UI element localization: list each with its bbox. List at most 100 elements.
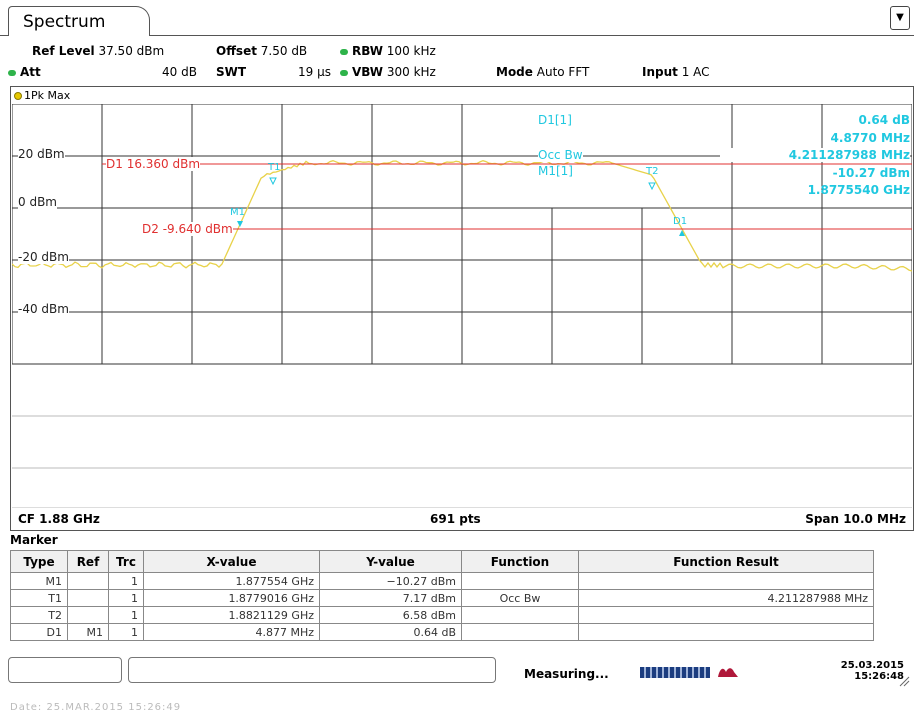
- vbw-setting[interactable]: VBW 300 kHz: [340, 65, 436, 79]
- plot-grid: [12, 104, 912, 508]
- readout-d1-value: 0.64 dB: [858, 113, 910, 127]
- vbw-value: 300 kHz: [386, 65, 436, 79]
- col-ref: Ref: [67, 550, 109, 573]
- d1-line-label: D1 16.360 dBm: [106, 157, 201, 171]
- marker-d1-label: D1: [673, 216, 687, 227]
- y-label-minus40dbm: -40 dBm: [18, 302, 69, 316]
- spectrum-graph[interactable]: T1 T2 M1 D1: [12, 104, 912, 508]
- rbw-setting[interactable]: RBW 100 kHz: [340, 44, 436, 58]
- table-cell: M1: [67, 623, 109, 641]
- input-setting[interactable]: Input 1 AC: [642, 65, 710, 79]
- offset-setting[interactable]: Offset 7.50 dB: [216, 44, 307, 58]
- table-cell: 6.58 dBm: [319, 606, 462, 624]
- rbw-status-icon: [340, 48, 348, 55]
- readout-d1-name: D1[1]: [538, 113, 572, 127]
- rs-logo-icon: [716, 664, 740, 678]
- marker-table: Type Ref Trc X-value Y-value Function Fu…: [10, 550, 874, 641]
- d2-line-label: D2 -9.640 dBm: [142, 222, 233, 236]
- marker-m1-icon: [237, 221, 243, 227]
- mode-label: Mode: [496, 65, 533, 79]
- table-cell: [578, 606, 874, 624]
- table-row[interactable]: D1 M1 1 4.877 MHz 0.64 dB: [10, 623, 874, 641]
- col-function-result: Function Result: [578, 550, 874, 573]
- readout-occbw-value: 4.211287988 MHz: [720, 148, 910, 162]
- tab-divider: [0, 35, 914, 36]
- ref-level-value: 37.50 dBm: [98, 44, 165, 58]
- table-cell: T2: [10, 606, 68, 624]
- table-cell: 1.877554 GHz: [143, 572, 320, 590]
- table-row[interactable]: M1 1 1.877554 GHz −10.27 dBm: [10, 572, 874, 590]
- table-cell: M1: [10, 572, 68, 590]
- table-cell: [461, 606, 579, 624]
- status-field-left[interactable]: [8, 657, 122, 683]
- marker-t1[interactable]: T1: [267, 162, 280, 186]
- input-label: Input: [642, 65, 678, 79]
- table-cell: D1: [10, 623, 68, 641]
- status-date: 25.03.2015: [840, 660, 904, 671]
- readout-occbw-name: Occ Bw: [538, 148, 583, 162]
- resize-grip-icon[interactable]: [898, 672, 910, 687]
- marker-t1-label: T1: [267, 162, 280, 173]
- att-status-icon: [8, 69, 16, 76]
- marker-t1-icon: [269, 177, 277, 186]
- trace-indicator[interactable]: 1Pk Max: [14, 89, 70, 102]
- marker-d1[interactable]: D1: [673, 216, 687, 236]
- readout-m1-freq: 1.8775540 GHz: [807, 183, 910, 197]
- table-row[interactable]: T1 1 1.8779016 GHz 7.17 dBm Occ Bw 4.21128798…: [10, 589, 874, 607]
- tab-spectrum[interactable]: Spectrum: [8, 6, 150, 36]
- rbw-value: 100 kHz: [386, 44, 436, 58]
- readout-m1-name: M1[1]: [538, 164, 573, 178]
- status-datetime: 25.03.2015 15:26:48: [808, 660, 904, 682]
- marker-m1[interactable]: M1: [230, 207, 245, 227]
- marker-d1-icon: [679, 230, 685, 236]
- table-cell: [67, 589, 109, 607]
- readout-d1-freq: 4.8770 MHz: [830, 131, 910, 145]
- mode-setting[interactable]: Mode Auto FFT: [496, 65, 589, 79]
- att-setting[interactable]: Att: [8, 65, 41, 79]
- marker-t2-icon: [648, 182, 656, 191]
- mode-value: Auto FFT: [536, 65, 590, 79]
- table-cell: [461, 572, 579, 590]
- table-cell: [461, 623, 579, 641]
- center-frequency-label[interactable]: CF 1.88 GHz: [18, 512, 100, 526]
- input-value: 1 AC: [681, 65, 710, 79]
- readout-m1-value: -10.27 dBm: [832, 166, 910, 180]
- table-cell: −10.27 dBm: [319, 572, 462, 590]
- trace-color-icon: [14, 92, 22, 100]
- window-menu-icon[interactable]: ▼: [890, 6, 910, 30]
- status-field-message[interactable]: [128, 657, 496, 683]
- col-type: Type: [10, 550, 68, 573]
- table-cell: 4.211287988 MHz: [578, 589, 874, 607]
- table-cell: 1: [108, 589, 144, 607]
- span-label[interactable]: Span 10.0 MHz: [805, 512, 906, 526]
- table-cell: [578, 623, 874, 641]
- marker-table-header: Type Ref Trc X-value Y-value Function Fu…: [10, 550, 874, 573]
- table-cell: T1: [10, 589, 68, 607]
- table-cell: 1: [108, 606, 144, 624]
- points-label: 691 pts: [430, 512, 481, 526]
- vbw-label: VBW: [352, 65, 384, 79]
- table-cell: 1.8779016 GHz: [143, 589, 320, 607]
- marker-m1-label: M1: [230, 207, 245, 218]
- status-time: 15:26:48: [854, 671, 904, 682]
- col-x-value: X-value: [143, 550, 320, 573]
- swt-label[interactable]: SWT: [216, 65, 247, 79]
- att-label: Att: [20, 65, 41, 79]
- table-cell: 0.64 dB: [319, 623, 462, 641]
- footer-date: Date: 25.MAR.2015 15:26:49: [10, 702, 182, 713]
- marker-t2[interactable]: T2: [645, 166, 658, 191]
- trace-label: 1Pk Max: [24, 89, 71, 102]
- offset-label: Offset: [216, 44, 257, 58]
- y-label-0dbm: 0 dBm: [18, 195, 57, 209]
- att-value: 40 dB: [162, 65, 197, 79]
- table-cell: 1.8821129 GHz: [143, 606, 320, 624]
- table-row[interactable]: T2 1 1.8821129 GHz 6.58 dBm: [10, 606, 874, 624]
- offset-value: 7.50 dB: [260, 44, 308, 58]
- table-cell: [67, 572, 109, 590]
- table-cell: 7.17 dBm: [319, 589, 462, 607]
- swt-value: 19 µs: [298, 65, 331, 79]
- table-cell: 1: [108, 623, 144, 641]
- ref-level-setting[interactable]: Ref Level 37.50 dBm: [32, 44, 164, 58]
- vbw-status-icon: [340, 69, 348, 76]
- marker-table-title: Marker: [10, 533, 58, 547]
